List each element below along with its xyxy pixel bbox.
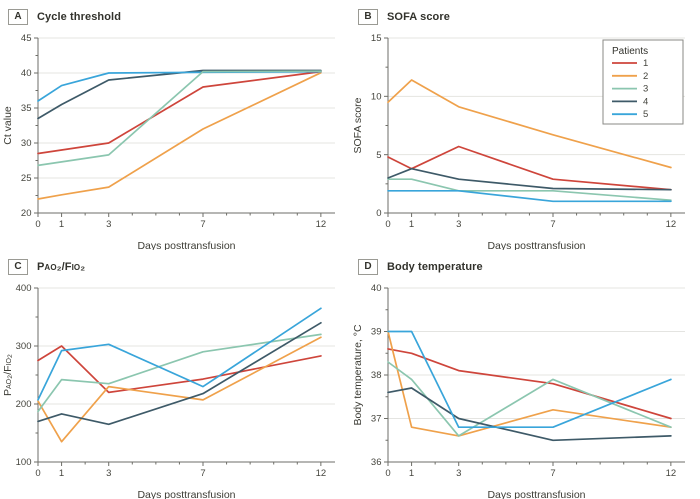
svg-text:400: 400 xyxy=(16,283,32,294)
panel-b-header: B SOFA score xyxy=(350,0,700,28)
svg-text:0: 0 xyxy=(385,468,390,479)
svg-text:Body temperature, °C: Body temperature, °C xyxy=(352,324,364,425)
svg-text:Pao₂/Fio₂: Pao₂/Fio₂ xyxy=(2,354,14,396)
svg-text:4: 4 xyxy=(643,96,648,107)
panel-body-temperature: D Body temperature 36 37 38 39 40 0 1 3 7 12 Body … xyxy=(350,250,700,499)
svg-text:5: 5 xyxy=(376,150,381,161)
panel-sofa-score: B SOFA score 0 5 10 15 0 1 3 7 12 SOFA score Days … xyxy=(350,0,700,250)
panel-pao2-fio2: C Pao₂/Fio₂ 100 200 300 400 0 1 3 7 12 Pao₂/Fio₂ D… xyxy=(0,250,350,499)
svg-text:Days posttransfusion: Days posttransfusion xyxy=(487,489,585,499)
panel-a-header: A Cycle threshold xyxy=(0,0,350,28)
svg-text:12: 12 xyxy=(666,468,677,479)
svg-text:40: 40 xyxy=(21,68,32,79)
svg-text:40: 40 xyxy=(371,283,382,294)
svg-text:7: 7 xyxy=(200,468,205,479)
svg-text:1: 1 xyxy=(643,58,648,69)
svg-text:20: 20 xyxy=(21,208,32,219)
panel-b-letter-badge: B xyxy=(358,9,378,25)
panel-a-letter-badge: A xyxy=(8,9,28,25)
panel-c-header: C Pao₂/Fio₂ xyxy=(0,250,350,278)
svg-text:3: 3 xyxy=(106,468,111,479)
svg-text:15: 15 xyxy=(371,33,382,44)
svg-text:100: 100 xyxy=(16,457,32,468)
svg-text:3: 3 xyxy=(456,468,461,479)
panel-cycle-threshold: A Cycle threshold 20 25 30 35 40 45 0 1 3 7 12 Ct v… xyxy=(0,0,350,250)
svg-text:38: 38 xyxy=(371,370,382,381)
svg-text:12: 12 xyxy=(666,219,677,230)
svg-text:Days posttransfusion: Days posttransfusion xyxy=(137,240,235,250)
svg-text:3: 3 xyxy=(106,219,111,230)
svg-text:7: 7 xyxy=(550,219,555,230)
svg-text:200: 200 xyxy=(16,399,32,410)
pao2-fio2-chart: 100 200 300 400 0 1 3 7 12 Pao₂/Fio₂ Days posttran… xyxy=(2,283,335,499)
panel-a-title: Cycle threshold xyxy=(37,11,122,23)
svg-text:Ct value: Ct value xyxy=(2,106,14,145)
panel-d-title: Body temperature xyxy=(387,261,483,273)
svg-text:0: 0 xyxy=(35,468,40,479)
svg-text:Days posttransfusion: Days posttransfusion xyxy=(487,240,585,250)
svg-text:7: 7 xyxy=(550,468,555,479)
svg-text:2: 2 xyxy=(643,71,648,82)
svg-text:7: 7 xyxy=(200,219,205,230)
svg-text:3: 3 xyxy=(643,84,648,95)
svg-text:SOFA score: SOFA score xyxy=(352,97,364,153)
svg-text:1: 1 xyxy=(409,219,414,230)
panel-c-title: Pao₂/Fio₂ xyxy=(37,261,86,273)
panel-b-title: SOFA score xyxy=(387,11,450,23)
svg-text:Patients: Patients xyxy=(612,46,648,57)
svg-text:12: 12 xyxy=(316,468,327,479)
svg-text:39: 39 xyxy=(371,327,382,338)
svg-text:30: 30 xyxy=(21,138,32,149)
svg-text:12: 12 xyxy=(316,219,327,230)
svg-text:1: 1 xyxy=(59,219,64,230)
svg-text:0: 0 xyxy=(385,219,390,230)
svg-text:5: 5 xyxy=(643,109,648,120)
cycle-threshold-chart: 20 25 30 35 40 45 0 1 3 7 12 Ct value Days posttrans… xyxy=(2,33,335,250)
svg-text:36: 36 xyxy=(371,457,382,468)
svg-text:1: 1 xyxy=(59,468,64,479)
svg-text:45: 45 xyxy=(21,33,32,44)
svg-text:0: 0 xyxy=(376,208,381,219)
svg-text:1: 1 xyxy=(409,468,414,479)
svg-text:10: 10 xyxy=(371,92,382,103)
svg-text:35: 35 xyxy=(21,103,32,114)
panel-d-header: D Body temperature xyxy=(350,250,700,278)
svg-text:Days posttransfusion: Days posttransfusion xyxy=(137,489,235,499)
svg-text:0: 0 xyxy=(35,219,40,230)
svg-text:37: 37 xyxy=(371,414,382,425)
svg-text:3: 3 xyxy=(456,219,461,230)
svg-text:300: 300 xyxy=(16,341,32,352)
panel-d-letter-badge: D xyxy=(358,259,378,275)
panel-c-letter-badge: C xyxy=(8,259,28,275)
svg-text:25: 25 xyxy=(21,173,32,184)
